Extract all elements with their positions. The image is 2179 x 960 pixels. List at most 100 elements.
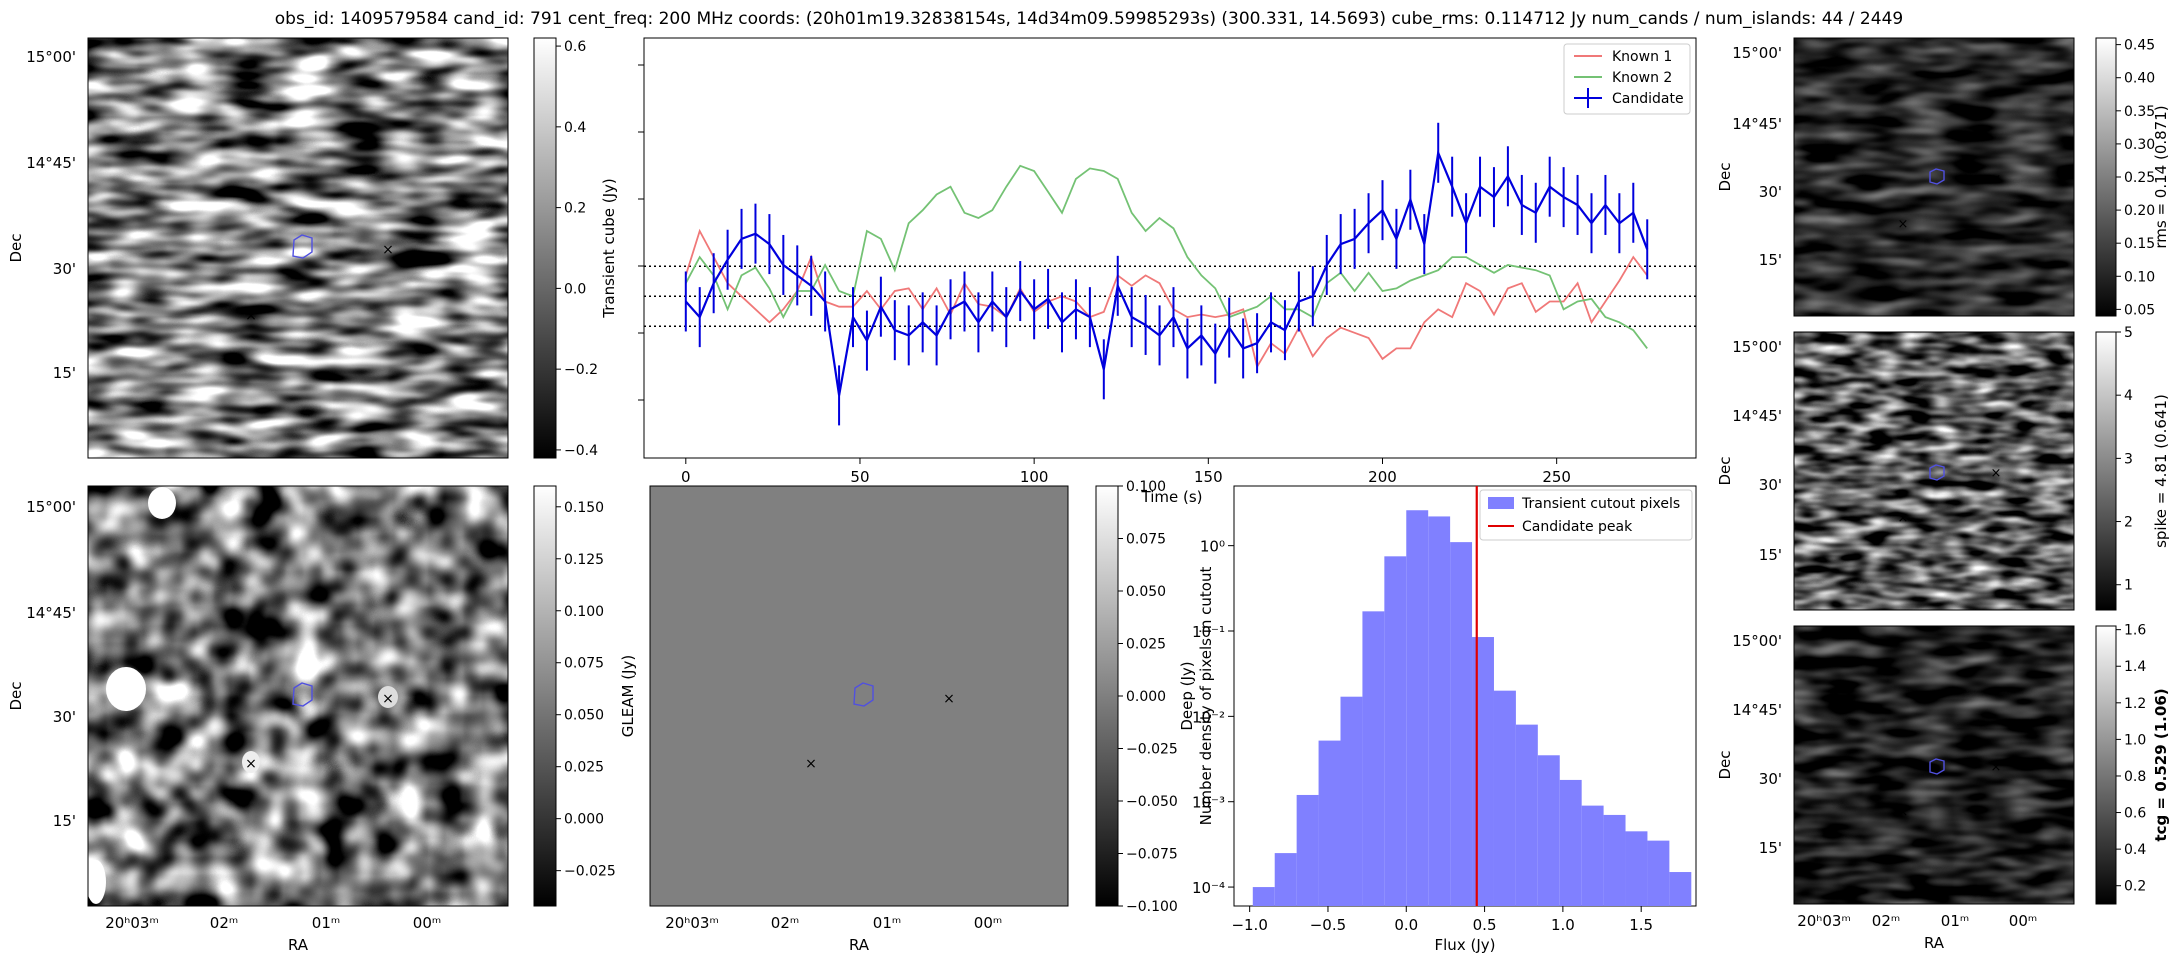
histogram-bar [1603,814,1626,906]
colorbar-tick-label: 5 [2124,325,2133,341]
dec-tick-label: 14°45' [1732,407,1782,425]
series-line-candidate [684,148,1649,396]
x-tick-label: 50 [850,468,869,486]
y-tick-label: 10⁰ [1200,538,1225,556]
colorbar-tick-label: 0.025 [1126,637,1166,653]
known1-marker: × [245,756,257,772]
histogram-bar [1296,794,1319,906]
known2-marker: × [943,691,955,707]
transient-colorbar-label: Transient cube (Jy) [600,178,618,318]
x-tick-label: 150 [1194,468,1223,486]
colorbar-tick-label: 0.45 [2124,38,2155,54]
rms-colorbar-label: rms = 0.14 (0.871) [2152,105,2170,248]
ra-axis-label: RA [1924,934,1945,952]
x-tick-label: 0 [681,468,691,486]
dec-tick-label: 14°45' [26,604,76,622]
colorbar-tick-label: 0.2 [2124,879,2146,895]
colorbar-tick-label: 3 [2124,451,2133,467]
colorbar-tick-label: 0.40 [2124,71,2155,87]
dec-tick-label: 15' [1759,546,1782,564]
colorbar-tick-label: 4 [2124,388,2133,404]
tcg-colorbar-label: tcg = 0.529 (1.06) [2152,688,2170,841]
bright-source [148,487,176,519]
ra-tick-label: 02ᵐ [771,914,799,932]
known1-marker: × [1898,217,1909,232]
spike-image-panel: × × 15°00' 14°45' 30' 15' Dec [1716,331,2075,611]
dec-tick-label: 30' [1759,770,1782,788]
colorbar-tick-label: −0.2 [564,362,598,378]
spike-colorbar-gradient [2095,331,2117,611]
series-line-known-1 [684,228,1648,370]
ra-tick-label: 00ᵐ [2009,912,2037,930]
known2-marker: × [1991,172,2002,187]
colorbar-tick-label: 0.000 [564,812,604,828]
dec-tick-label: 30' [53,260,76,278]
timeseries-panel: 0 50 100 150 200 250 Time (s) Known 1 Known 2… [638,37,1697,506]
histogram-bar [1362,611,1385,906]
timeseries-legend-box [1563,43,1691,115]
x-tick-label: −1.0 [1231,916,1267,934]
deep-image [88,486,508,906]
x-tick-label: −0.5 [1310,916,1346,934]
rms-colorbar-gradient [2095,37,2117,317]
x-tick-label: 0.5 [1473,916,1497,934]
timeseries-xlabel: Time (s) [1141,488,1203,506]
colorbar-tick-label: 1 [2124,578,2133,594]
colorbar-tick-label: −0.025 [564,864,616,880]
histogram-bar [1472,637,1494,906]
tcg-colorbar-gradient [2095,625,2117,905]
histogram-bar [1625,831,1648,906]
colorbar-tick-label: 0.20 [2124,203,2155,219]
y-tick-label: 10⁻⁴ [1192,879,1225,897]
ra-tick-label: 01ᵐ [1941,912,1969,930]
known1-marker: × [1898,511,1909,526]
dec-tick-label: 14°45' [1732,701,1782,719]
dec-axis-label: Dec [1716,162,1734,191]
histogram-bar [1274,853,1297,906]
gleam-image [649,485,1069,907]
deep-colorbar: 0.150 0.125 0.100 0.075 0.050 0.025 0.000 −0.02… [533,485,616,907]
transient-image [88,38,508,458]
dec-tick-label: 15°00' [1732,632,1782,650]
histogram-legend-box [1479,489,1693,541]
legend-label-known1: Known 1 [1612,49,1672,65]
timeseries-legend: Known 1 Known 2 Candidate [1563,43,1691,115]
colorbar-tick-label: 0.4 [2124,842,2146,858]
series-line-known-2 [685,164,1648,349]
deep-colorbar-gradient [533,485,557,907]
x-tick-label: 1.5 [1629,916,1653,934]
x-tick-label: 0.0 [1394,916,1418,934]
colorbar-tick-label: 0.0 [564,281,586,297]
deep-image-panel: × × 15°00' 14°45' 30' 15' Dec 20ʰ03ᵐ 02ᵐ… [7,485,509,954]
ra-axis-label: RA [288,936,309,954]
tcg-image [1794,626,2074,904]
bright-source [106,667,146,711]
colorbar-tick-label: 0.075 [564,656,604,672]
colorbar-tick-label: 0.35 [2124,104,2155,120]
colorbar-tick-label: 1.6 [2124,623,2146,639]
ra-tick-label: 01ᵐ [873,914,901,932]
legend-swatch-hist [1488,497,1514,509]
histogram-bar [1647,840,1670,906]
colorbar-tick-label: −0.100 [1126,899,1178,915]
histogram-bar [1493,690,1516,906]
dec-tick-label: 30' [1759,476,1782,494]
dec-tick-label: 15' [53,812,76,830]
dec-tick-label: 30' [53,708,76,726]
colorbar-tick-label: 0.4 [564,120,586,136]
candidate-contour [292,234,313,259]
spike-colorbar: 5 4 3 2 1 spike = 4.81 (0.641) [2095,325,2170,611]
histogram-panel: −1.0 −0.5 0.0 0.5 1.0 1.510⁰10⁻¹10⁻²10⁻³10⁻⁴ … [1192,485,1697,954]
known2-marker: × [382,242,394,258]
ra-tick-label: 20ʰ03ᵐ [105,914,159,932]
x-tick-label: 1.0 [1551,916,1575,934]
dec-tick-label: 15°00' [26,498,76,516]
histogram-bar [1406,510,1429,906]
colorbar-tick-label: 0.025 [564,760,604,776]
x-tick-label: 100 [1020,468,1049,486]
transient-colorbar-gradient [533,37,557,459]
colorbar-tick-label: 1.4 [2124,659,2146,675]
ra-tick-label: 20ʰ03ᵐ [1797,912,1851,930]
colorbar-tick-label: 2 [2124,515,2133,531]
colorbar-tick-label: 0.2 [564,201,586,217]
